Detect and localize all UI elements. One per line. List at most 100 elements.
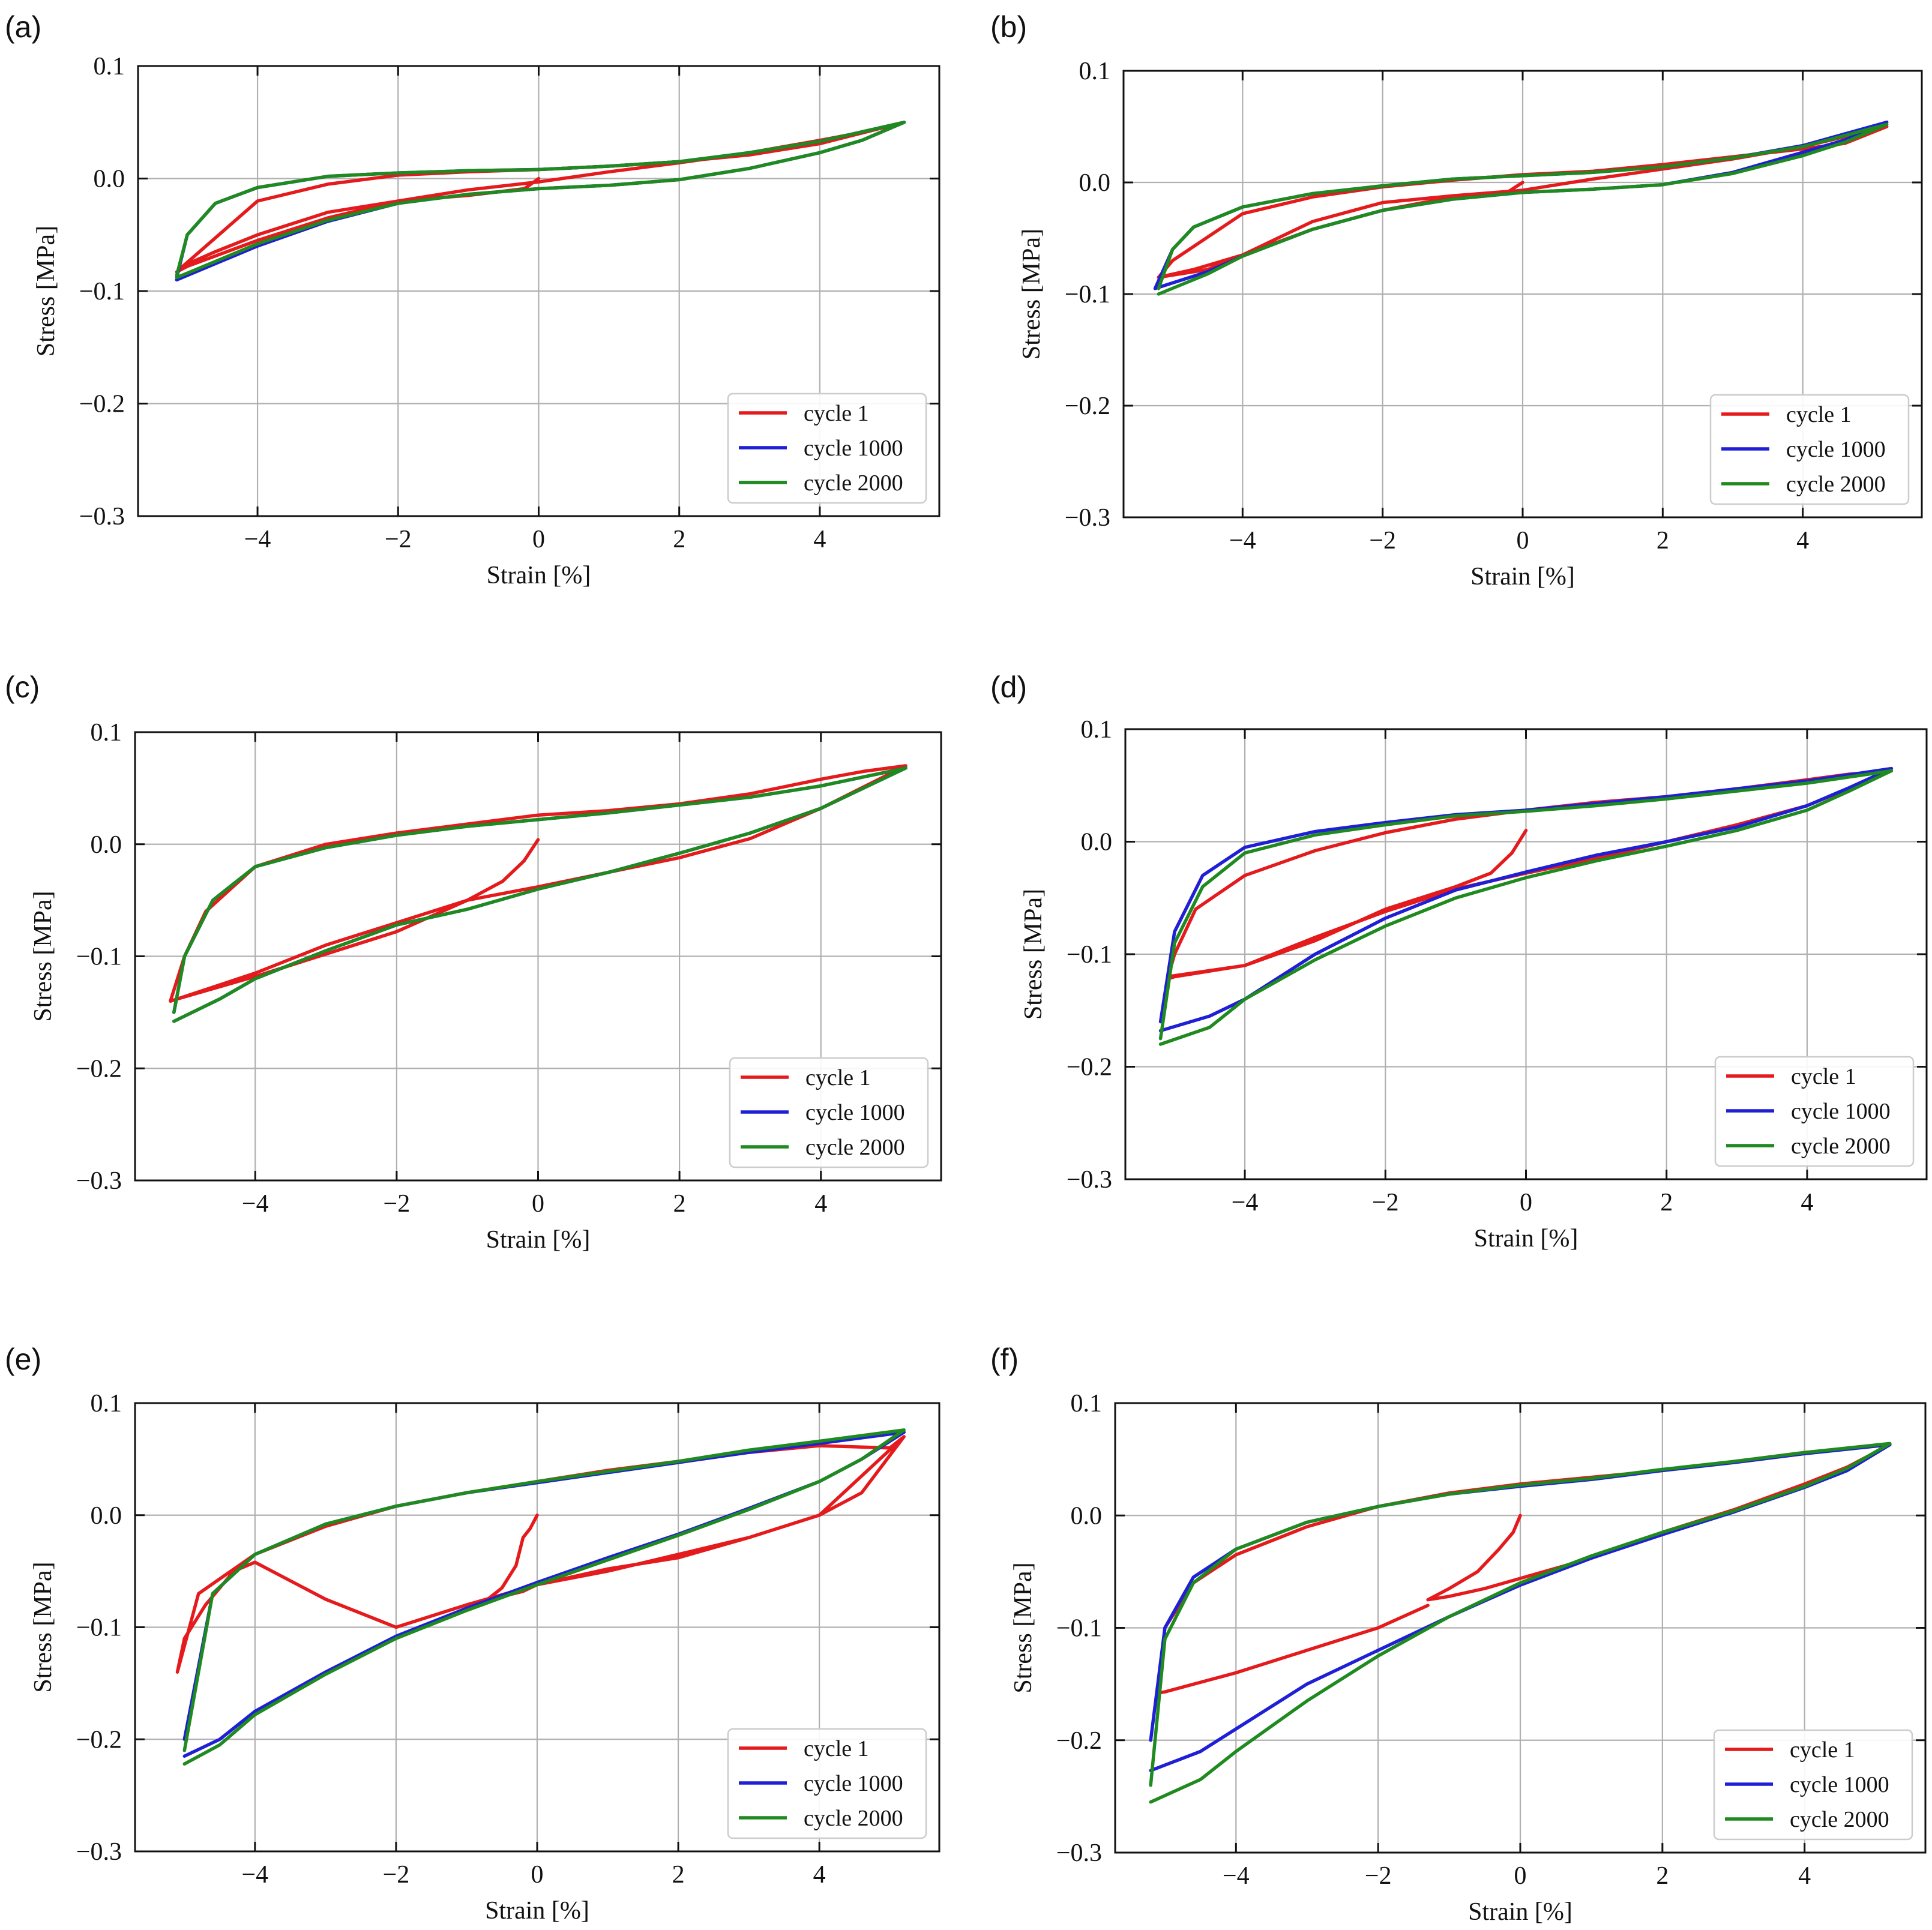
legend-box [1709,394,1910,505]
y-tick-label: 0.1 [1071,1390,1103,1417]
x-tick-label: 0 [1514,1862,1527,1890]
legend: cycle 1 cycle 1000 cycle 2000 [727,1728,927,1839]
panel-e: (e) −4 −2 0 2 4 0.1 0.0 −0.1 −0.2 −0.3 Strain [%] St… [5,1342,940,1925]
x-tick-label: −2 [383,1861,410,1889]
y-tick-label: −0.3 [79,503,125,531]
y-axis-label: Stress [MPa] [1020,889,1047,1020]
series-line-cycle-2000 [172,766,907,1023]
legend-entry: cycle 2000 [804,1806,903,1831]
x-tick-label: 2 [673,526,685,553]
x-tick-label: −2 [385,526,412,553]
x-tick-label: 4 [1798,1862,1811,1890]
series-line-cycle-1000 [1158,766,1894,1033]
panel-label: (d) [990,670,1027,704]
y-tick-label: 0.1 [91,719,122,747]
x-tick-label: −2 [1365,1862,1392,1890]
x-tick-label: 0 [531,1861,544,1889]
x-tick-label: −4 [1229,527,1256,555]
x-axis-label: Strain [%] [487,562,591,589]
y-tick-label: −0.2 [1056,1727,1102,1755]
panel-d: (d) −4 −2 0 2 4 0.1 0.0 −0.1 −0.2 −0.3 Strain [%] St… [990,670,1928,1252]
x-tick-label: 2 [1660,1189,1673,1216]
x-tick-label: 2 [673,1190,686,1218]
x-tick-label: −2 [384,1190,411,1218]
series-line-cycle-2000 [182,1428,906,1766]
y-tick-label: 0.1 [91,1390,122,1417]
legend-entry: cycle 1000 [1791,1099,1891,1124]
legend-entry: cycle 2000 [805,1135,905,1160]
y-axis-label: Stress [MPa] [29,1562,57,1692]
x-tick-label: 2 [672,1861,685,1889]
panel-f: (f) −4 −2 0 2 4 0.1 0.0 −0.1 −0.2 −0.3 Strain [%] St… [990,1342,1927,1926]
legend-entry: cycle 1 [804,401,869,426]
legend-entry: cycle 1 [805,1065,871,1090]
y-tick-label: −0.3 [1067,1166,1112,1194]
x-tick-label: −4 [244,526,271,553]
x-tick-label: 4 [814,1190,827,1218]
panel-a: (a) −4 −2 0 2 4 0.1 0.0 −0.1 −0.2 −0.3 Strain [%] St… [5,10,940,589]
legend: cycle 1 cycle 1000 cycle 2000 [1713,1729,1913,1841]
legend-entry: cycle 1000 [804,1771,903,1796]
panel-label: (c) [5,670,40,704]
y-axis-label: Stress [MPa] [32,226,60,356]
series-line-cycle-1 [169,764,907,1003]
y-tick-label: 0.0 [1081,829,1113,856]
x-axis-label: Strain [%] [1470,563,1575,591]
y-tick-label: −0.2 [1065,392,1110,420]
y-tick-label: 0.0 [91,1502,122,1530]
x-tick-label: 2 [1656,1862,1669,1890]
y-tick-label: −0.3 [1065,504,1110,532]
legend-box [727,392,927,504]
x-tick-label: −4 [1223,1862,1250,1890]
y-tick-label: 0.0 [1079,169,1111,197]
x-tick-label: 0 [532,1190,544,1218]
legend-entry: cycle 1 [804,1736,869,1761]
legend-entry: cycle 2000 [1786,472,1886,497]
y-tick-label: 0.1 [94,53,125,80]
legend-entry: cycle 1000 [804,436,903,461]
series-line-cycle-2000 [1158,769,1894,1046]
panel-label: (a) [5,10,41,44]
x-tick-label: −4 [242,1190,269,1218]
legend: cycle 1 cycle 1000 cycle 2000 [729,1057,929,1168]
y-tick-label: −0.2 [1067,1054,1112,1081]
y-tick-label: 0.0 [1071,1502,1103,1530]
panel-label: (e) [5,1342,41,1376]
x-axis-label: Strain [%] [1474,1225,1578,1252]
series-line-cycle-1 [175,1435,906,1674]
x-tick-label: 0 [1520,1189,1532,1216]
y-tick-label: −0.1 [76,1614,122,1642]
legend-entry: cycle 1 [1790,1737,1855,1763]
legend-entry: cycle 1 [1786,402,1852,427]
legend-entry: cycle 1000 [1786,437,1886,462]
legend: cycle 1 cycle 1000 cycle 2000 [1714,1056,1915,1167]
y-tick-label: −0.3 [76,1167,122,1195]
series-line-cycle-1 [1156,1443,1892,1695]
x-tick-label: 2 [1657,527,1669,555]
legend-entry: cycle 2000 [1791,1134,1891,1159]
y-axis-label: Stress [MPa] [1010,1562,1037,1693]
y-tick-label: 0.0 [94,166,125,193]
x-tick-label: 4 [813,1861,826,1889]
series-line-cycle-1000 [1153,120,1889,290]
y-tick-label: −0.3 [1056,1839,1102,1867]
x-tick-label: 0 [532,526,545,553]
series-line-cycle-1000 [172,766,907,1023]
legend-entry: cycle 1000 [805,1100,905,1125]
legend-box [729,1057,929,1168]
x-axis-label: Strain [%] [485,1897,589,1925]
y-tick-label: 0.0 [91,831,122,859]
legend-entry: cycle 1000 [1790,1772,1889,1797]
legend-entry: cycle 1 [1791,1064,1856,1089]
y-tick-label: −0.1 [1065,281,1110,308]
y-tick-label: −0.2 [76,1726,122,1754]
y-tick-label: −0.2 [76,1055,122,1083]
y-tick-label: −0.1 [1056,1615,1102,1643]
panel-label: (b) [990,10,1027,44]
y-tick-label: −0.2 [79,391,125,418]
y-tick-label: −0.1 [79,278,125,305]
legend-box [727,1728,927,1839]
series-line-cycle-2000 [1157,122,1889,296]
series-line-cycle-1 [1166,769,1894,981]
